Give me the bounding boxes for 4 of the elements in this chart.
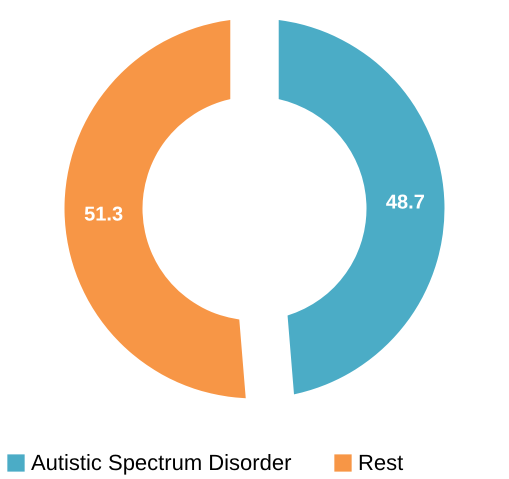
- data-label: 51.3: [84, 204, 124, 226]
- legend-label: Autistic Spectrum Disorder: [31, 450, 292, 475]
- legend-label: Rest: [358, 450, 404, 475]
- data-label: 48.7: [386, 191, 425, 214]
